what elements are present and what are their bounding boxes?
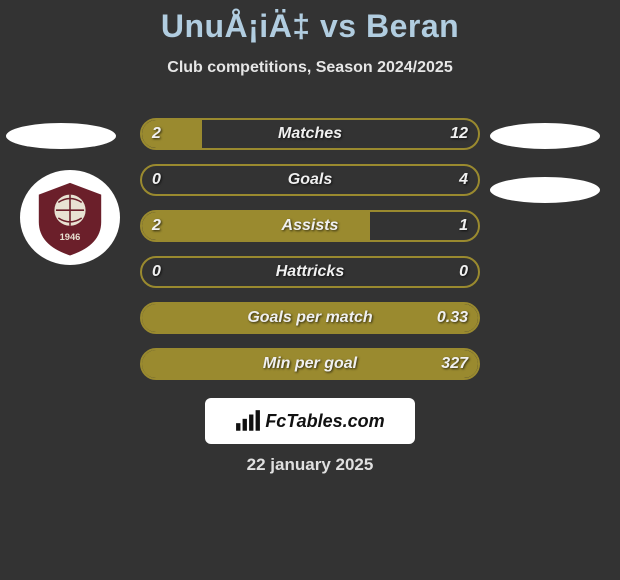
player-slot-left-1 (6, 123, 116, 149)
brand-pill[interactable]: FcTables.com (205, 398, 415, 444)
stat-label: Assists (142, 212, 478, 240)
page-subtitle: Club competitions, Season 2024/2025 (0, 59, 620, 77)
stat-row-hattricks: 00Hattricks (140, 256, 480, 288)
stat-row-goals: 04Goals (140, 164, 480, 196)
stat-label: Matches (142, 120, 478, 148)
badge-year: 1946 (60, 231, 81, 241)
brand-chart-icon (235, 410, 261, 432)
stat-row-matches: 212Matches (140, 118, 480, 150)
stat-row-assists: 21Assists (140, 210, 480, 242)
brand-text: FcTables.com (265, 411, 384, 432)
stat-row-min-per-goal: 327Min per goal (140, 348, 480, 380)
page-title: UnuÅ¡iÄ‡ vs Beran (0, 0, 620, 45)
stat-label: Hattricks (142, 258, 478, 286)
player-slot-right-1 (490, 123, 600, 149)
stats-bars: 212Matches 04Goals 21Assists 00Hattricks 0.3… (140, 118, 480, 394)
club-badge: 1946 (20, 170, 120, 265)
stat-label: Min per goal (142, 350, 478, 378)
footer-date: 22 january 2025 (0, 455, 620, 475)
stat-label: Goals (142, 166, 478, 194)
club-badge-icon: 1946 (31, 179, 109, 257)
stat-label: Goals per match (142, 304, 478, 332)
player-slot-right-2 (490, 177, 600, 203)
stat-row-goals-per-match: 0.33Goals per match (140, 302, 480, 334)
